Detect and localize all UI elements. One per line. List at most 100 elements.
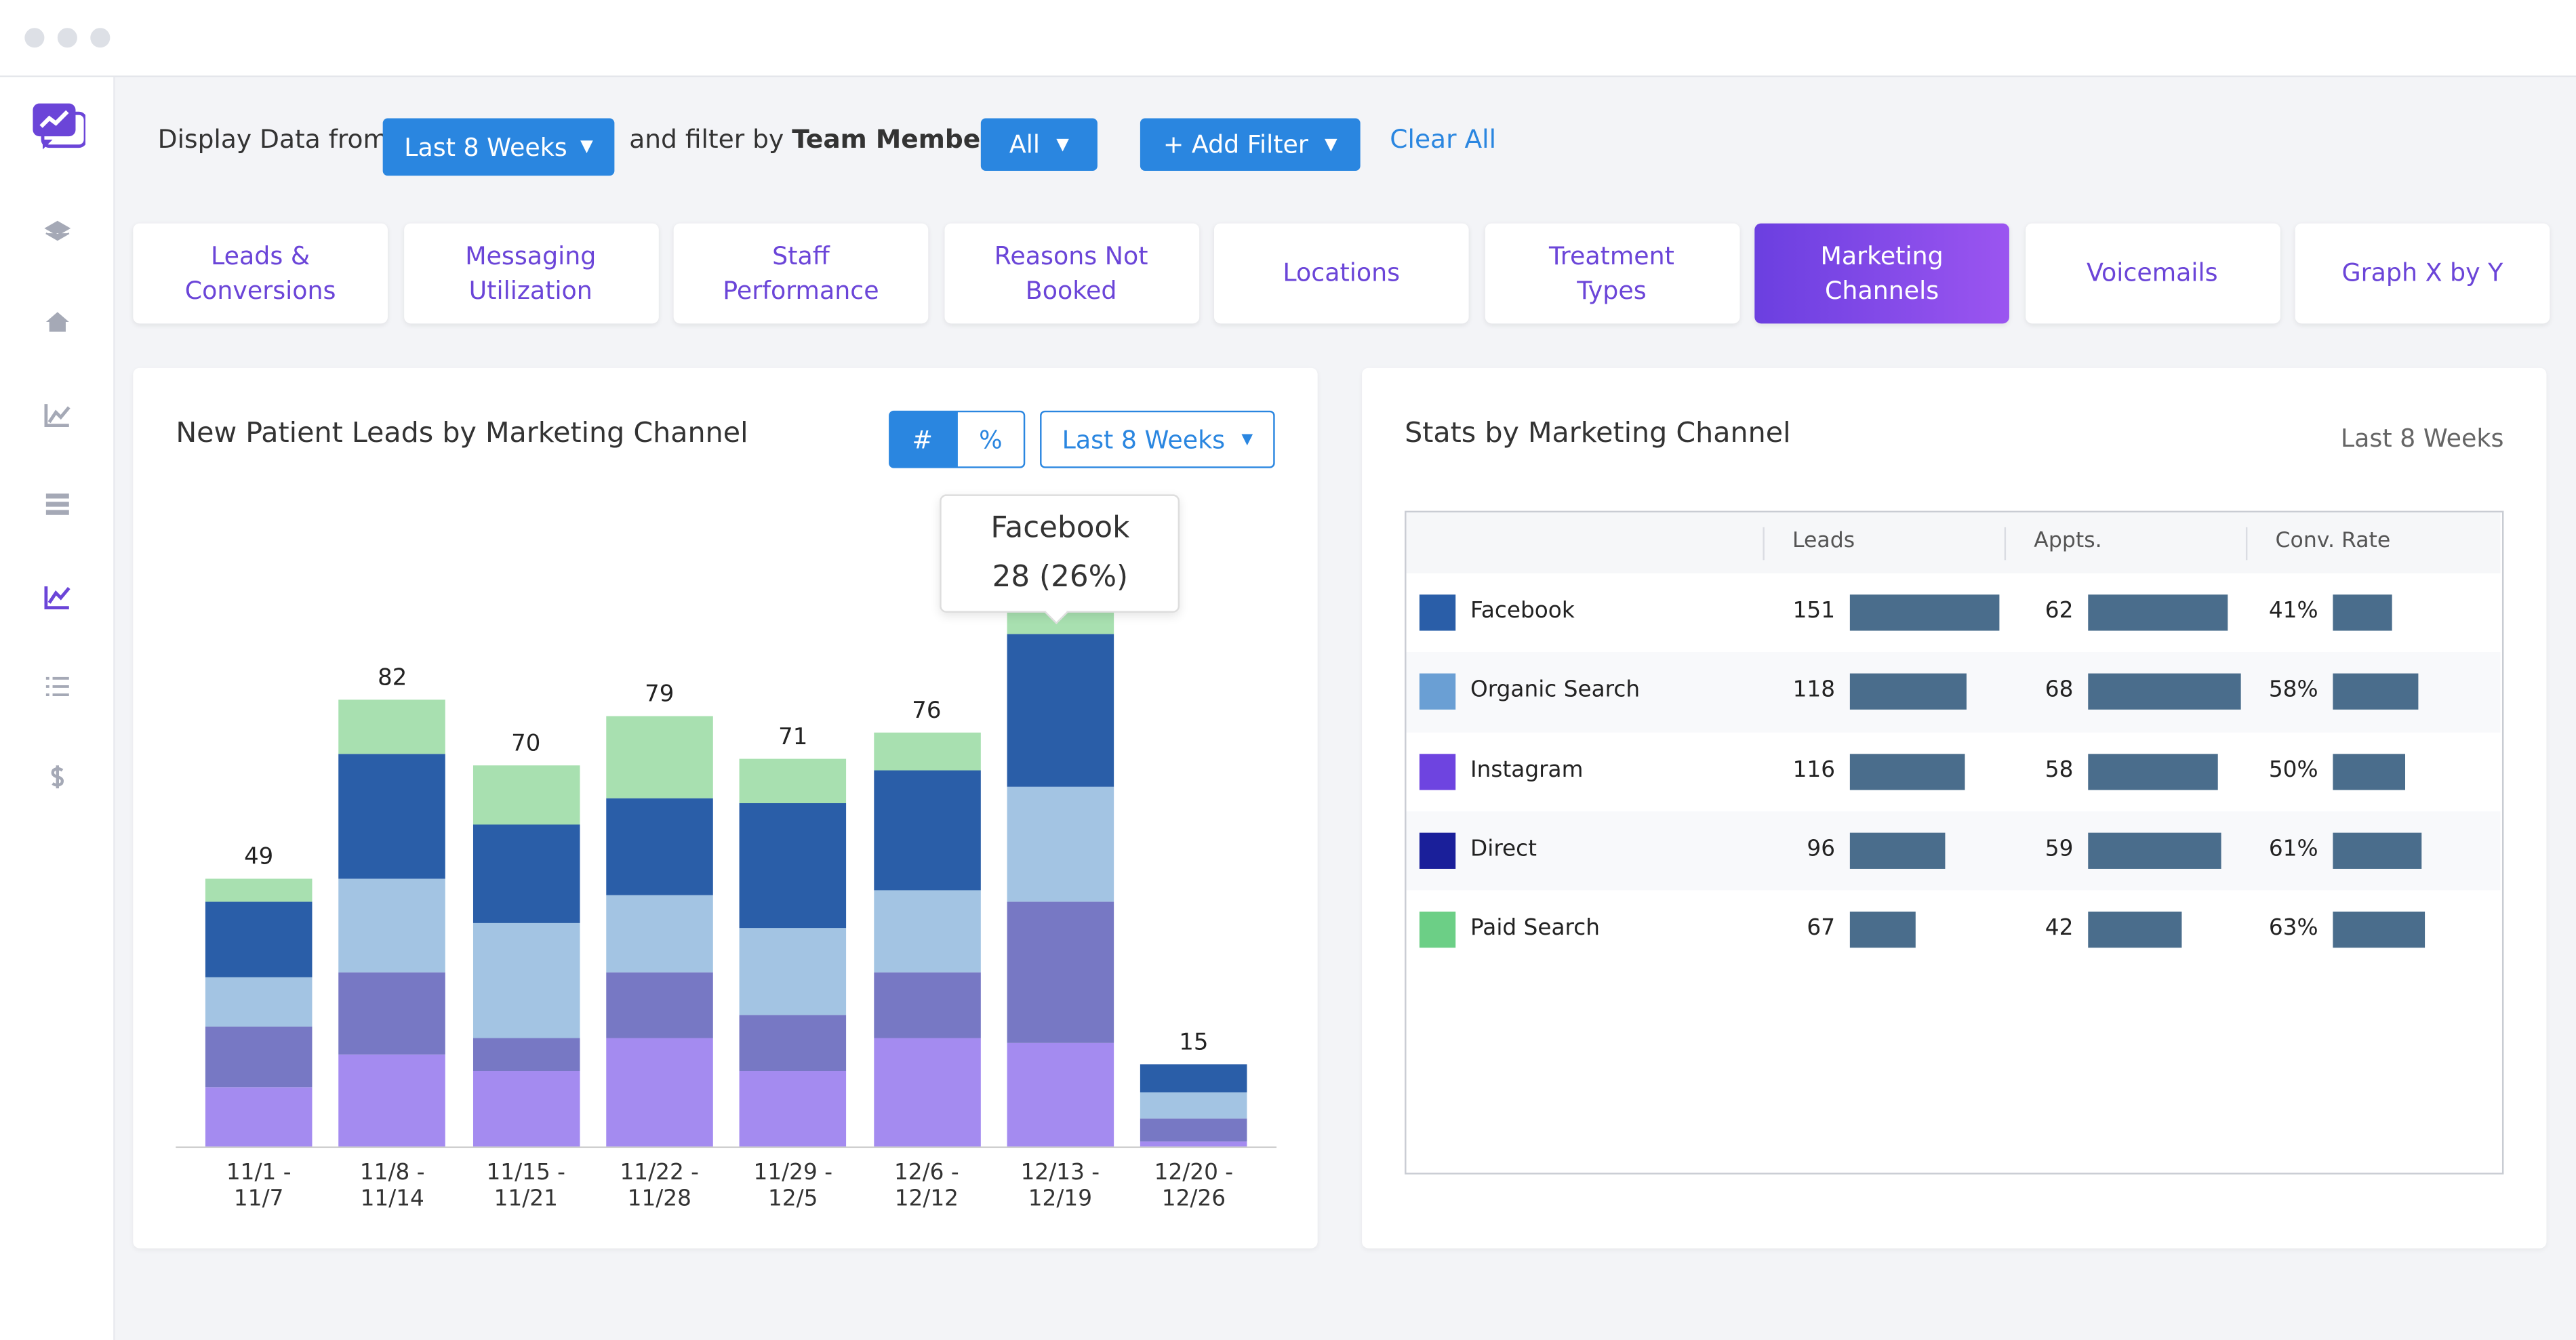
cell-value: 59 bbox=[2045, 836, 2074, 862]
bar-segment[interactable] bbox=[873, 972, 980, 1038]
bar-segment[interactable] bbox=[606, 972, 713, 1038]
tooltip-title: Facebook bbox=[990, 510, 1130, 546]
cell-bar bbox=[1849, 832, 1946, 869]
chart-period[interactable]: Last 8 Weeks ▼ bbox=[1040, 410, 1275, 468]
bar-segment[interactable] bbox=[338, 879, 446, 973]
bar-segment[interactable] bbox=[338, 1053, 446, 1147]
column-separator bbox=[1763, 527, 1765, 561]
window-dot bbox=[90, 28, 110, 48]
bar-segment[interactable] bbox=[472, 922, 580, 1038]
total-label: 76 bbox=[912, 697, 942, 725]
column-header[interactable]: Conv. Rate bbox=[2275, 529, 2391, 554]
cell-value: 50% bbox=[2268, 756, 2318, 783]
bar-segment[interactable] bbox=[606, 716, 713, 798]
chart-title: New Patient Leads by Marketing Channel bbox=[176, 417, 748, 450]
bar-segment[interactable] bbox=[472, 765, 580, 826]
bar-segment[interactable] bbox=[606, 895, 713, 973]
bar-segment[interactable] bbox=[1007, 786, 1114, 901]
bar-segment[interactable] bbox=[1007, 634, 1114, 787]
cell-bar bbox=[2088, 674, 2241, 710]
bar-segment[interactable] bbox=[205, 901, 313, 978]
cell-value: 62 bbox=[2045, 598, 2074, 624]
cell-value: 116 bbox=[1792, 756, 1836, 783]
bar-segment[interactable] bbox=[205, 977, 313, 1027]
stats-card: Stats by Marketing Channel Last 8 Weeks Le… bbox=[1362, 367, 2547, 1248]
cell-bar bbox=[2333, 674, 2418, 710]
bar-segment[interactable] bbox=[1140, 1119, 1247, 1141]
bar-segment[interactable] bbox=[873, 890, 980, 973]
tab-active[interactable]: Marketing Channels bbox=[1754, 223, 2009, 324]
bar-segment[interactable] bbox=[606, 1037, 713, 1147]
nav-icon[interactable] bbox=[44, 309, 71, 336]
column-header[interactable]: Leads bbox=[1792, 529, 1855, 554]
toggle-percent[interactable]: % bbox=[956, 410, 1026, 468]
member-dropdown[interactable]: All ▼ bbox=[980, 118, 1098, 171]
bar-segment[interactable] bbox=[205, 879, 313, 901]
bar-segment[interactable] bbox=[740, 928, 847, 1016]
tab[interactable]: Reasons Not Booked bbox=[944, 223, 1199, 324]
nav-icon[interactable] bbox=[44, 674, 71, 700]
add-filter[interactable]: + Add Filter ▼ bbox=[1140, 118, 1361, 171]
stats-table: Leads Appts. Conv. Rate Facebook 151 62 41% Org… bbox=[1405, 510, 2504, 1175]
bar-segment[interactable] bbox=[606, 797, 713, 896]
nav-icon[interactable] bbox=[44, 401, 71, 428]
bar-segment[interactable] bbox=[205, 1087, 313, 1147]
column-header[interactable]: Appts. bbox=[2034, 529, 2102, 554]
bar-segment[interactable] bbox=[1007, 1042, 1114, 1147]
bar-segment[interactable] bbox=[873, 770, 980, 891]
bar-segment[interactable] bbox=[740, 1070, 847, 1147]
nav-icon[interactable] bbox=[44, 218, 71, 245]
bar-segment[interactable] bbox=[338, 972, 446, 1054]
legend-swatch bbox=[1419, 594, 1456, 631]
tab[interactable]: Graph X by Y bbox=[2295, 223, 2550, 324]
clear-all[interactable]: Clear All bbox=[1390, 125, 1497, 155]
tab[interactable]: Locations bbox=[1213, 223, 1469, 324]
bar-segment[interactable] bbox=[1007, 901, 1114, 1043]
tab[interactable]: Voicemails bbox=[2024, 223, 2280, 324]
toggle-count[interactable]: # bbox=[889, 410, 957, 468]
bar-segment[interactable] bbox=[338, 754, 446, 880]
bar-segment[interactable] bbox=[338, 699, 446, 754]
cell-value: 151 bbox=[1792, 598, 1836, 624]
total-label: 82 bbox=[378, 665, 407, 691]
bar-segment[interactable] bbox=[1140, 1141, 1247, 1147]
bar-segment[interactable] bbox=[740, 1015, 847, 1070]
nav-icon[interactable] bbox=[44, 764, 71, 790]
bar-segment[interactable] bbox=[740, 803, 847, 929]
bar-segment[interactable] bbox=[1140, 1092, 1247, 1120]
x-tick-label: 12/20 - 12/26 bbox=[1154, 1159, 1234, 1213]
cell-bar bbox=[2333, 832, 2422, 869]
tab[interactable]: Staff Performance bbox=[673, 223, 929, 324]
caret: ▼ bbox=[1056, 135, 1069, 154]
logo bbox=[33, 103, 86, 150]
cell-value: 67 bbox=[1807, 915, 1836, 942]
tab[interactable]: Messaging Utilization bbox=[403, 223, 658, 324]
x-axis bbox=[176, 1146, 1277, 1148]
cell-bar bbox=[2333, 594, 2393, 631]
channel-name: Organic Search bbox=[1470, 677, 1641, 704]
bar-segment[interactable] bbox=[1140, 1064, 1247, 1093]
bar-segment[interactable] bbox=[472, 825, 580, 923]
bar-segment[interactable] bbox=[873, 732, 980, 771]
bar-segment[interactable] bbox=[472, 1070, 580, 1147]
bar-segment[interactable] bbox=[740, 759, 847, 803]
bar-segment[interactable] bbox=[873, 1037, 980, 1147]
nav-icon[interactable] bbox=[44, 491, 71, 518]
bar-segment[interactable] bbox=[472, 1037, 580, 1070]
column-separator bbox=[2245, 527, 2248, 561]
stats-title: Stats by Marketing Channel bbox=[1405, 417, 1791, 450]
period-dropdown[interactable]: Last 8 Weeks ▼ bbox=[382, 118, 615, 176]
caret: ▼ bbox=[1241, 431, 1253, 448]
bar-segment[interactable] bbox=[205, 1026, 313, 1087]
tab[interactable]: Treatment Types bbox=[1484, 223, 1739, 324]
caret: ▼ bbox=[580, 138, 593, 157]
tooltip: Facebook 28 (26%) bbox=[940, 494, 1180, 625]
x-tick-label: 11/8 - 11/14 bbox=[359, 1159, 425, 1213]
filter-by: and filter by Team Member bbox=[629, 125, 993, 155]
tab[interactable]: Leads & Conversions bbox=[133, 223, 388, 324]
nav-icon[interactable] bbox=[44, 583, 71, 610]
x-tick-label: 12/13 - 12/19 bbox=[1020, 1159, 1100, 1213]
cell-value: 41% bbox=[2268, 598, 2318, 624]
